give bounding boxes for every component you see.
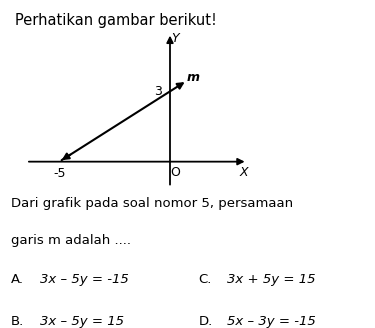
Text: 3x – 5y = -15: 3x – 5y = -15 [40,273,129,286]
Text: Dari grafik pada soal nomor 5, persamaan: Dari grafik pada soal nomor 5, persamaan [11,197,293,210]
Text: -5: -5 [53,167,66,180]
Text: O: O [171,166,180,179]
Text: A.: A. [11,273,24,286]
Text: 5x – 3y = -15: 5x – 3y = -15 [227,315,316,328]
Text: B.: B. [11,315,24,328]
Text: 3x – 5y = 15: 3x – 5y = 15 [40,315,124,328]
Text: garis m adalah ....: garis m adalah .... [11,234,131,247]
Text: m: m [186,71,199,84]
Text: Perhatikan gambar berikut!: Perhatikan gambar berikut! [15,13,217,28]
Text: Y: Y [171,32,178,45]
Text: C.: C. [198,273,212,286]
Text: X: X [240,166,249,179]
Text: 3x + 5y = 15: 3x + 5y = 15 [227,273,316,286]
Text: D.: D. [198,315,213,328]
Text: 3: 3 [154,85,162,98]
